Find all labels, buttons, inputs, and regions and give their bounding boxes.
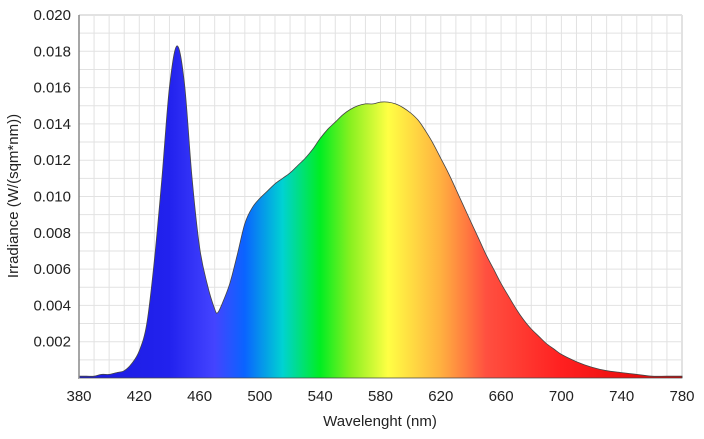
y-axis-label: Irradiance (W/(sqm*nm)): [5, 114, 22, 278]
x-tick-label: 660: [489, 388, 514, 405]
x-tick-label: 620: [428, 388, 453, 405]
y-tick-label: 0.008: [33, 225, 71, 242]
x-tick-label: 500: [247, 388, 272, 405]
y-tick-label: 0.018: [33, 43, 71, 60]
x-tick-label: 380: [66, 388, 91, 405]
y-tick-label: 0.004: [33, 297, 71, 314]
x-tick-label: 700: [549, 388, 574, 405]
y-tick-label: 0.020: [33, 7, 71, 24]
y-tick-label: 0.014: [33, 116, 71, 133]
y-tick-label: 0.002: [33, 334, 71, 351]
y-tick-label: 0.006: [33, 261, 71, 278]
x-tick-label: 580: [368, 388, 393, 405]
x-tick-label: 420: [127, 388, 152, 405]
spectrum-area: [78, 45, 683, 379]
x-tick-label: 780: [669, 388, 694, 405]
y-tick-labels: 0.002 0.004 0.006 0.008 0.010 0.012 0.014 0.016…: [33, 7, 71, 351]
y-tick-label: 0.012: [33, 152, 71, 169]
x-tick-labels: 380 420 460 500 540 580 620 660 700 740 780: [66, 388, 694, 405]
y-tick-label: 0.010: [33, 189, 71, 206]
x-tick-label: 740: [609, 388, 634, 405]
x-tick-label: 540: [308, 388, 333, 405]
x-axis-label: Wavelenght (nm): [323, 413, 437, 430]
x-tick-label: 460: [187, 388, 212, 405]
y-tick-label: 0.016: [33, 80, 71, 97]
